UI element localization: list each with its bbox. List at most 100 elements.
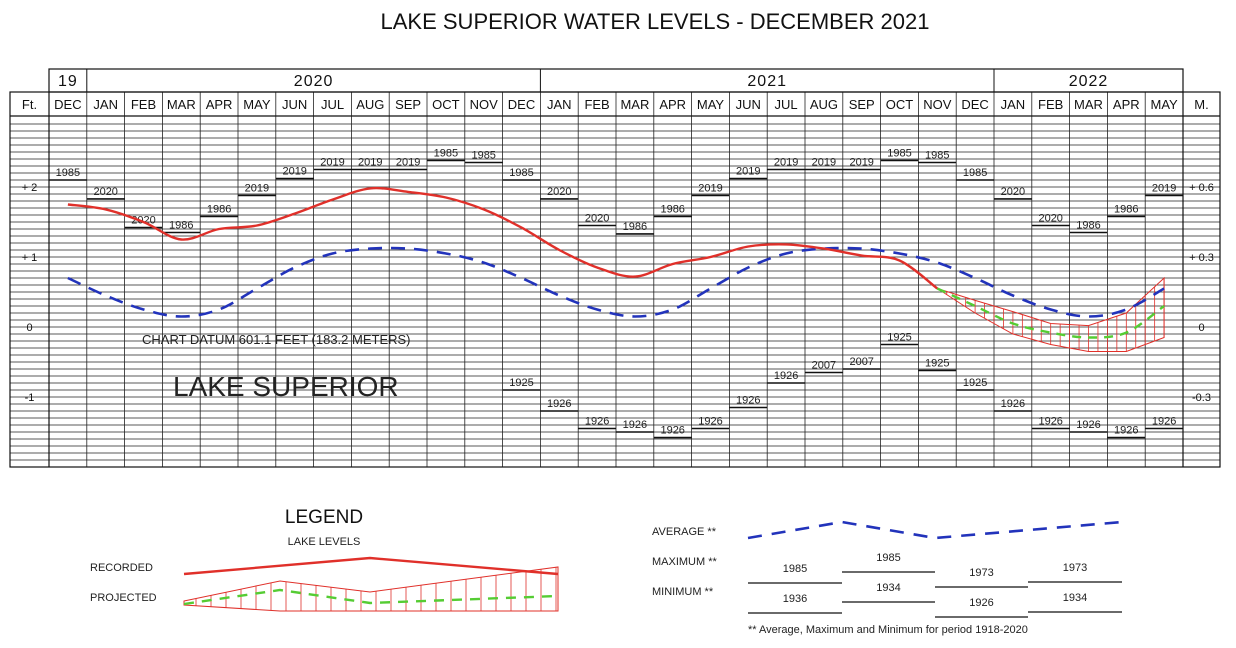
min-record-label: 1926 [698, 416, 722, 428]
month-label: MAY [697, 97, 725, 112]
legend-title: LEGEND [285, 507, 363, 528]
month-label: MAY [1150, 97, 1178, 112]
max-record-label: 2019 [1152, 182, 1176, 194]
chart-datum-label: CHART DATUM 601.1 FEET (183.2 METERS) [142, 332, 411, 347]
year-label: 2022 [1069, 73, 1109, 90]
axis-labels: + 2 + 1 0 -1 + 0.6 + 0.3 0 -0.3 [22, 182, 1214, 404]
month-label: FEB [131, 97, 156, 112]
left-tick-label: + 1 [22, 252, 38, 264]
max-record-label: 1985 [963, 167, 987, 179]
month-label: JUL [775, 97, 798, 112]
series-lines [67, 186, 1165, 352]
legend-max-year: 1973 [969, 567, 993, 579]
min-record-label: 1926 [1114, 425, 1138, 437]
max-record-label: 1985 [509, 167, 533, 179]
min-record-label: 1926 [623, 419, 647, 431]
max-record-label: 1986 [660, 203, 684, 215]
max-record-label: 2019 [849, 157, 873, 169]
legend-projected-envelope [183, 566, 559, 612]
month-label: JAN [1001, 97, 1026, 112]
max-record-label: 2020 [131, 215, 155, 227]
month-label: JUN [736, 97, 761, 112]
max-record-label: 2019 [774, 157, 798, 169]
month-label: NOV [470, 97, 499, 112]
max-record-label: 1986 [207, 203, 231, 215]
month-label: FEB [1038, 97, 1063, 112]
month-label: APR [206, 97, 233, 112]
legend-min-year: 1936 [783, 593, 807, 605]
legend-average-label: AVERAGE ** [652, 526, 717, 538]
max-record-label: 1985 [887, 147, 911, 159]
max-record-label: 2020 [1001, 186, 1025, 198]
min-record-label: 1926 [1001, 398, 1025, 410]
month-label: DEC [961, 97, 988, 112]
chart-title: LAKE SUPERIOR WATER LEVELS - DECEMBER 20… [381, 9, 930, 34]
right-tick-label: 0 [1198, 322, 1204, 334]
year-header-frame [48, 68, 1184, 93]
month-label: JUL [321, 97, 344, 112]
month-label: JAN [547, 97, 572, 112]
max-record-label: 2019 [698, 182, 722, 194]
month-label: DEC [54, 97, 81, 112]
max-record-label: 2019 [320, 157, 344, 169]
projected-line [936, 287, 1165, 339]
min-record-label: 1925 [887, 332, 911, 344]
max-record-label: 1986 [623, 221, 647, 233]
max-record-label: 2019 [396, 157, 420, 169]
month-label: SEP [395, 97, 421, 112]
month-label: DEC [508, 97, 535, 112]
year-label: 19 [58, 73, 78, 90]
month-label: NOV [923, 97, 952, 112]
month-label: APR [1113, 97, 1140, 112]
max-record-label: 1985 [471, 150, 495, 162]
min-record-label: 1926 [1152, 416, 1176, 428]
legend: LEGEND LAKE LEVELS RECORDED PROJECTED AV… [90, 507, 1123, 636]
max-record-label: 1985 [434, 147, 458, 159]
legend-footnote: ** Average, Maximum and Minimum for peri… [748, 624, 1028, 636]
max-record-label: 2020 [1038, 213, 1062, 225]
max-record-label: 2020 [93, 186, 117, 198]
legend-max-year: 1985 [876, 552, 900, 564]
month-label: OCT [886, 97, 914, 112]
record-markers: 1985 2020 2020 1986 1986 2019 2019 2019 2019 2019… [49, 147, 1183, 439]
month-label: MAR [1074, 97, 1103, 112]
year-label: 2020 [294, 73, 334, 90]
month-label: SEP [849, 97, 875, 112]
min-record-label: 2007 [849, 356, 873, 368]
lake-name-label: LAKE SUPERIOR [173, 371, 399, 402]
month-label: JUN [282, 97, 307, 112]
min-record-label: 1926 [547, 398, 571, 410]
legend-projected-label: PROJECTED [90, 592, 157, 604]
legend-minimum-label: MINIMUM ** [652, 586, 714, 598]
month-label: AUG [810, 97, 838, 112]
min-record-label: 1925 [509, 377, 533, 389]
legend-min-year: 1926 [969, 597, 993, 609]
min-record-label: 2007 [812, 360, 836, 372]
max-record-label: 2019 [736, 166, 760, 178]
right-tick-label: -0.3 [1192, 392, 1211, 404]
max-record-label: 2019 [358, 157, 382, 169]
max-record-label: 2020 [547, 186, 571, 198]
chart-header: 19 2020 2021 2022 DEC JAN FEB MAR APR MAY JUN JUL AU… [22, 69, 1209, 112]
recorded-line [67, 186, 939, 290]
legend-samples: 1985 1985 1973 1973 1936 1934 1926 1934 [183, 520, 1123, 618]
max-record-label: 1986 [169, 220, 193, 232]
min-record-label: 1926 [736, 395, 760, 407]
right-tick-label: + 0.3 [1189, 252, 1214, 264]
month-label: APR [659, 97, 686, 112]
min-record-label: 1926 [774, 370, 798, 382]
average-line [67, 246, 1165, 318]
month-label: JAN [93, 97, 118, 112]
max-record-label: 1986 [1114, 203, 1138, 215]
right-tick-label: + 0.6 [1189, 182, 1214, 194]
legend-max-year: 1973 [1063, 562, 1087, 574]
min-record-label: 1926 [1076, 419, 1100, 431]
month-label: OCT [432, 97, 460, 112]
month-label: MAR [167, 97, 196, 112]
min-record-label: 1926 [1038, 416, 1062, 428]
min-record-label: 1925 [963, 377, 987, 389]
max-record-label: 2019 [812, 157, 836, 169]
right-unit-label: M. [1194, 97, 1208, 112]
month-label: FEB [584, 97, 609, 112]
